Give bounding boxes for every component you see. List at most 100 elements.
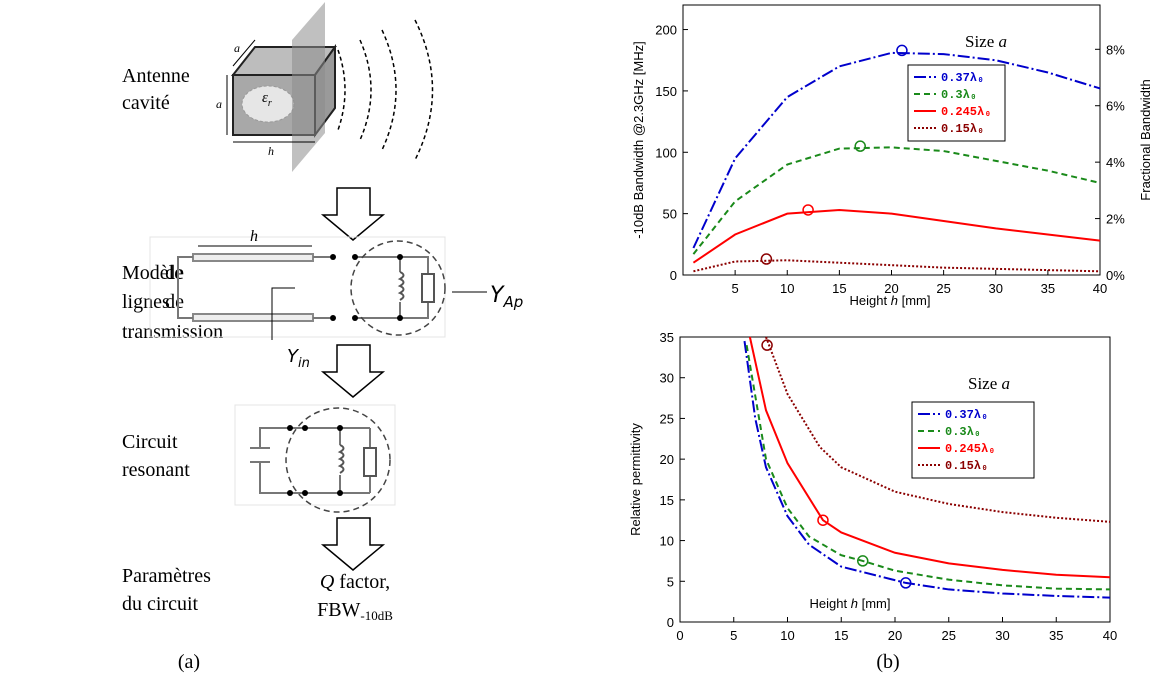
y-tick-label: 200	[655, 23, 677, 38]
y2-tick-label: 6%	[1106, 99, 1125, 114]
step-label: Paramètres	[122, 565, 211, 587]
series-line	[692, 208, 1101, 264]
legend-title-part: a	[1002, 374, 1011, 393]
x-axis-title-part: [mm]	[858, 596, 891, 611]
optimum-marker	[761, 339, 773, 351]
line-length: h	[250, 228, 258, 245]
y-in-sub: in	[298, 356, 310, 371]
cube-label: a	[216, 97, 222, 111]
y-tick-label: 5	[667, 574, 674, 589]
step-label: Circuit	[122, 431, 178, 453]
y-ap-main: Y	[490, 283, 505, 308]
legend-title-part: Size	[965, 32, 999, 51]
legend-label: 0.3λ₀	[941, 88, 977, 102]
arrows	[320, 187, 386, 571]
cube-label: h	[268, 144, 274, 158]
terminals	[287, 425, 343, 496]
legend-label: 0.15λ₀	[945, 459, 988, 473]
q-rest: factor,	[334, 571, 390, 593]
y-tick-label: 35	[660, 330, 674, 345]
fbw-sub: -10dB	[360, 608, 393, 623]
x-tick-label: 35	[1041, 281, 1055, 296]
y-axis-title: Relative permittivity	[628, 423, 643, 536]
y-in-main: Y	[287, 346, 300, 367]
legend-title: Size a	[965, 32, 1007, 51]
x-axis-title: Height h [mm]	[850, 293, 931, 308]
y-ap-sub: Ap	[502, 293, 523, 311]
x-axis-title-part: [mm]	[898, 293, 931, 308]
legend-label: 0.37λ₀	[941, 71, 984, 85]
x-tick-label: 30	[995, 628, 1009, 643]
legend-box	[911, 401, 1035, 479]
optimum-marker	[896, 44, 908, 57]
optimum-marker	[802, 204, 814, 216]
y-tick-label: 30	[660, 371, 674, 386]
optimum-marker	[854, 140, 866, 152]
x-tick-label: 30	[989, 281, 1003, 296]
y2-tick-label: 2%	[1106, 212, 1125, 227]
resonant-circuit	[234, 404, 396, 513]
x-axis-title: Height h [mm]	[810, 596, 891, 611]
step-label: de	[165, 262, 184, 284]
y-tick-label: 0	[670, 268, 677, 283]
x-tick-label: 25	[942, 628, 956, 643]
x-axis-title-part: Height	[850, 293, 891, 308]
cube-label: a	[234, 41, 240, 55]
optimum-marker	[760, 253, 773, 265]
step-label: lignes	[122, 291, 170, 313]
output-q: Q factor,	[320, 571, 390, 593]
x-tick-label: 5	[732, 281, 739, 296]
y-tick-label: 150	[655, 84, 677, 99]
series-line	[693, 259, 1101, 273]
y2-tick-label: 0%	[1106, 268, 1125, 283]
x-axis-title-part: h	[851, 596, 858, 611]
y-tick-label: 50	[663, 207, 677, 222]
x-tick-label: 20	[888, 628, 902, 643]
legend-label: 0.15λ₀	[941, 122, 984, 136]
legend-title: Size a	[968, 374, 1010, 393]
legend-title-part: a	[999, 32, 1008, 51]
output-fbw: FBW-10dB	[317, 599, 393, 623]
x-tick-label: 20	[884, 281, 898, 296]
transmission-line-model	[149, 236, 487, 340]
y-tick-label: 100	[655, 145, 677, 160]
step-label: Modèle	[122, 262, 183, 284]
terminals	[330, 254, 403, 321]
y-tick-label: 20	[660, 452, 674, 467]
x-tick-label: 15	[832, 281, 846, 296]
caption: (a)	[178, 651, 200, 673]
series-line	[743, 340, 1111, 599]
x-axis-title-part: Height	[810, 596, 851, 611]
x-tick-label: 40	[1103, 628, 1117, 643]
x-tick-label: 25	[936, 281, 950, 296]
cavity-antenna	[226, 2, 434, 172]
step-label: resonant	[122, 459, 190, 481]
legend-label: 0.245λ₀	[941, 105, 991, 119]
series-line	[765, 336, 1111, 523]
step-label: de	[165, 291, 184, 313]
y-ap: YAp	[490, 283, 523, 311]
legend-label: 0.3λ₀	[945, 425, 981, 439]
series-line	[692, 51, 1101, 249]
y-tick-label: 10	[660, 534, 674, 549]
x-tick-label: 10	[780, 628, 794, 643]
x-tick-label: 15	[834, 628, 848, 643]
x-tick-label: 5	[730, 628, 737, 643]
x-tick-label: 35	[1049, 628, 1063, 643]
eps-sub: r	[268, 98, 272, 109]
y-axis-title: -10dB Bandwidth @2.3GHz [MHz]	[631, 41, 646, 238]
y-tick-label: 0	[667, 615, 674, 630]
x-tick-label: 0	[676, 628, 683, 643]
optimum-marker	[857, 555, 869, 567]
step-label: Antenne	[122, 65, 190, 87]
y2-axis-title: Fractional Bandwidth	[1138, 79, 1153, 200]
x-tick-label: 10	[780, 281, 794, 296]
legend-label: 0.37λ₀	[945, 408, 988, 422]
x-tick-label: 40	[1093, 281, 1107, 296]
series-line	[748, 336, 1111, 579]
y-in: Yin	[287, 346, 310, 371]
step-label: transmission	[122, 321, 223, 343]
optimum-marker	[817, 514, 829, 526]
x-axis-title-part: h	[891, 293, 898, 308]
